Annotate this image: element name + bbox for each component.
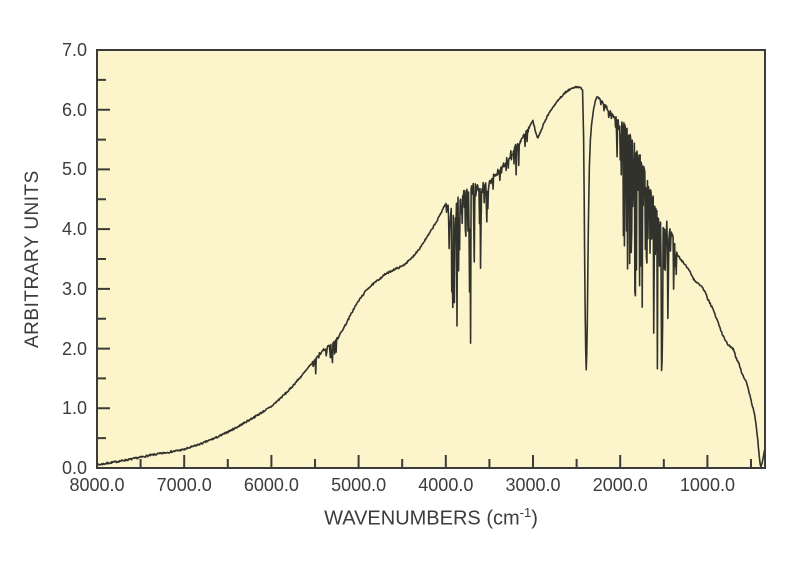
y-tick-label: 1.0: [61, 398, 87, 419]
plot-frame: [96, 49, 766, 469]
x-axis-title-suffix: ): [531, 507, 538, 530]
y-tick-label: 2.0: [61, 338, 87, 359]
spectrum-curve: [96, 85, 766, 468]
x-tick-label: 4000.0: [418, 475, 474, 495]
y-tick-label: 0.0: [61, 458, 87, 478]
x-tick-label: 2000.0: [592, 475, 648, 495]
x-tick-label: 8000.0: [69, 475, 125, 495]
x-axis-title-superscript: -1: [519, 505, 532, 520]
x-tick-label: 7000.0: [156, 475, 212, 495]
x-tick-label: 1000.0: [679, 475, 735, 495]
y-tick-label: 7.0: [61, 40, 87, 60]
x-axis-title-text: WAVENUMBERS (cm: [324, 507, 520, 530]
x-axis-title: WAVENUMBERS (cm-1): [97, 505, 765, 531]
x-tick-label: 6000.0: [243, 475, 299, 495]
x-tick-label: 3000.0: [505, 475, 561, 495]
y-tick-label: 5.0: [61, 159, 87, 180]
x-tick-label: 5000.0: [331, 475, 387, 495]
y-tick-label: 4.0: [61, 219, 87, 240]
y-tick-label: 3.0: [61, 278, 87, 299]
y-tick-label: 6.0: [61, 99, 87, 120]
